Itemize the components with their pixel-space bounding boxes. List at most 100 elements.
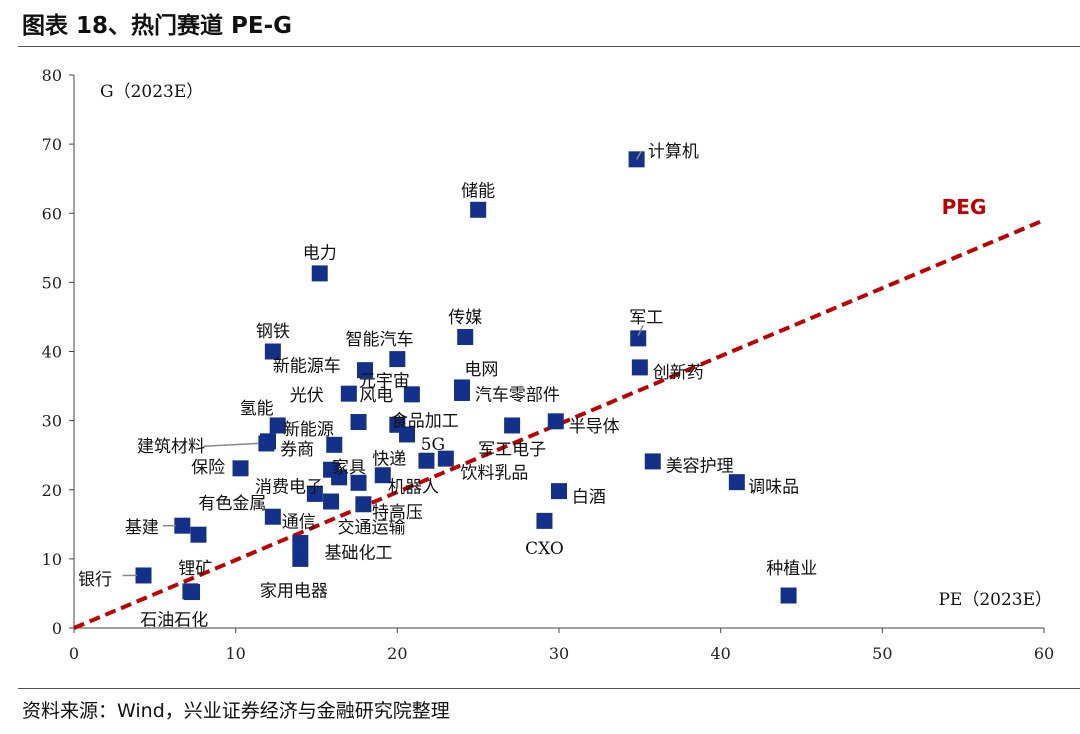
data-point-label: 半导体	[569, 417, 620, 437]
data-point-label: 军工电子	[478, 440, 546, 460]
data-point-label: 军工	[629, 308, 663, 328]
data-point-label: 储能	[461, 181, 495, 201]
data-point-label: 食品加工	[391, 412, 459, 432]
data-point-label: 电力	[303, 244, 337, 264]
x-tick-label: 20	[387, 644, 407, 663]
data-point-label: 氢能	[240, 399, 274, 419]
data-point-label: 风电	[359, 386, 393, 406]
data-point-label: 家用电器	[260, 582, 328, 602]
data-point-marker	[357, 362, 373, 379]
data-point-marker	[437, 450, 454, 467]
x-tick-label: 40	[710, 644, 730, 663]
data-point-label: 光伏	[290, 386, 324, 406]
data-point-label: 保险	[191, 458, 225, 478]
x-tick-label: 30	[549, 644, 569, 663]
peg-reference-line-group: PEG	[73, 195, 1045, 630]
data-point-label: 元宇宙	[359, 372, 410, 392]
data-point-label: 家具	[332, 458, 366, 478]
data-point-marker	[457, 328, 474, 345]
data-point-label: 新能源车	[273, 356, 341, 376]
data-point-marker	[454, 384, 470, 401]
y-tick-label: 80	[42, 66, 62, 85]
data-point-label: 建筑材料	[137, 437, 205, 457]
x-tick-label: 50	[872, 644, 892, 663]
data-point-label: 智能汽车	[346, 330, 414, 350]
y-tick-label: 20	[42, 481, 62, 500]
data-point-label: CXO	[525, 539, 564, 559]
x-tick-label: 0	[69, 644, 79, 663]
source-divider	[18, 688, 1080, 689]
data-point-label: 锂矿	[178, 559, 212, 579]
peg-label: PEG	[942, 195, 987, 219]
data-point-label: 石油石化	[140, 611, 208, 631]
y-tick-label: 0	[52, 619, 62, 638]
data-point-marker	[631, 359, 648, 376]
y-axis-label: G（2023E）	[100, 82, 203, 102]
data-point-marker	[264, 343, 281, 360]
data-point-marker	[326, 436, 343, 453]
data-point-marker	[374, 467, 391, 484]
data-point-label: 消费电子	[255, 477, 323, 497]
data-point-label: 特高压	[372, 503, 423, 523]
data-point-marker	[504, 417, 521, 434]
data-point-label: 券商	[280, 440, 314, 460]
y-tick-label: 60	[42, 204, 62, 223]
peg-reference-line	[73, 218, 1045, 630]
data-point-marker	[260, 433, 276, 450]
data-point-marker	[311, 265, 328, 282]
data-point-marker	[184, 584, 201, 601]
data-point-marker	[340, 385, 357, 402]
y-tick-label: 70	[42, 135, 62, 154]
data-point-label: 5G	[421, 435, 445, 455]
data-point-marker	[470, 201, 487, 218]
title-divider	[18, 46, 1080, 47]
label-leader-line	[203, 442, 259, 447]
data-point-label: 传媒	[448, 308, 482, 328]
data-point-marker	[644, 453, 661, 470]
y-tick-label: 30	[42, 412, 62, 431]
data-point-label: 调味品	[748, 477, 799, 497]
data-point-label: 交通运输	[337, 518, 405, 538]
pe-g-scatter-chart: 0 10 20 30 40 50 60 70 80 0 10 20 30 40 50 60 PEG 计算机储能…	[42, 66, 1055, 663]
data-point-marker	[630, 330, 647, 347]
y-tick-label: 50	[42, 273, 62, 292]
data-point-label: 电网	[464, 360, 498, 380]
data-point-marker	[350, 474, 367, 491]
data-point-label: 钢铁	[256, 322, 290, 342]
data-point-label: 通信	[282, 513, 316, 533]
data-point-marker	[323, 493, 340, 510]
scatter-markers	[135, 151, 797, 604]
data-point-marker	[190, 526, 207, 543]
data-point-label: 白酒	[572, 488, 606, 508]
data-point-marker	[269, 417, 286, 434]
data-point-label: 基建	[125, 518, 159, 538]
data-point-marker	[350, 414, 367, 431]
data-point-marker	[418, 452, 435, 469]
data-point-label: 机器人	[388, 477, 439, 497]
data-point-label: 饮料乳品	[460, 463, 528, 483]
data-point-marker	[135, 567, 152, 584]
figure-title: 图表 18、热门赛道 PE-G	[22, 13, 293, 39]
data-point-marker	[551, 483, 567, 500]
x-tick-label: 60	[1034, 644, 1054, 663]
data-point-label: 汽车零部件	[475, 385, 560, 405]
data-point-label: 快递	[372, 450, 406, 470]
data-point-label: 种植业	[766, 559, 817, 579]
data-point-marker	[547, 413, 564, 430]
data-point-label: 创新药	[653, 363, 704, 383]
data-point-marker	[389, 351, 406, 368]
x-axis-label: PE（2023E）	[938, 590, 1052, 610]
data-point-marker	[780, 587, 797, 604]
data-point-marker	[232, 460, 249, 477]
data-point-label: 基础化工	[325, 544, 393, 564]
data-point-label: 计算机	[648, 142, 699, 162]
data-point-marker	[306, 485, 323, 502]
label-leader-line	[637, 324, 644, 336]
label-leader-line	[635, 150, 643, 160]
data-point-marker	[728, 474, 745, 491]
data-point-label: 有色金属	[198, 494, 266, 514]
data-point-label: 新能源	[283, 420, 334, 440]
data-point-label: 银行	[78, 570, 112, 590]
data-point-marker	[292, 534, 309, 551]
